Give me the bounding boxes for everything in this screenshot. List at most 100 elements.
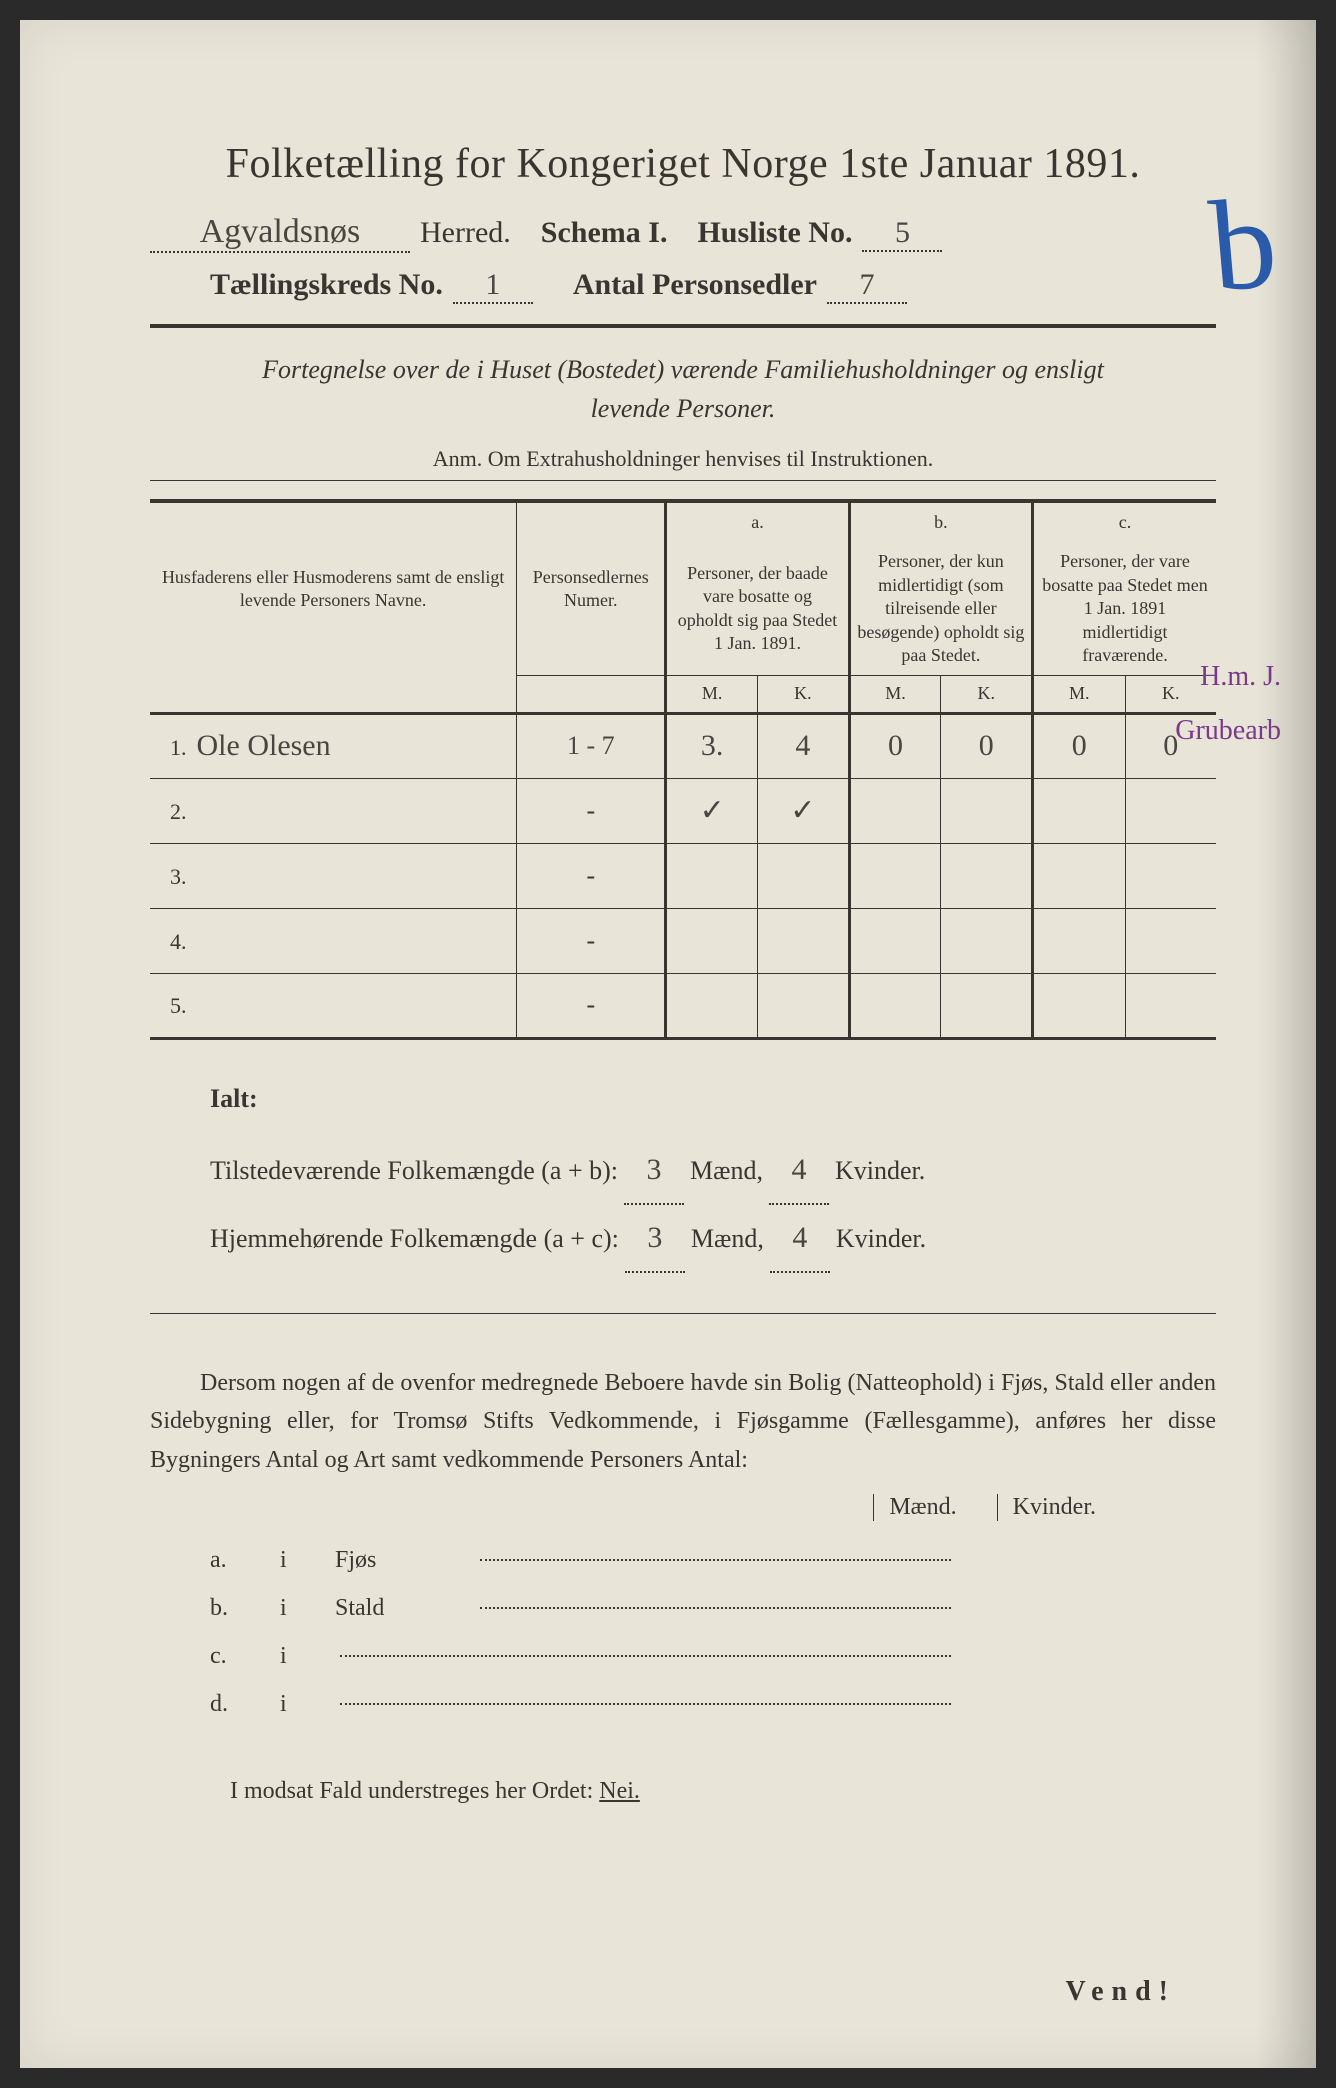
- dots: [480, 1559, 951, 1561]
- census-form-page: b Folketælling for Kongeriget Norge 1ste…: [20, 20, 1316, 2068]
- cell: 0: [1034, 715, 1125, 778]
- nei-pre: I modsat Fald understreges her Ordet:: [230, 1778, 599, 1804]
- row-num: 2.: [170, 799, 187, 824]
- b-k: K.: [941, 676, 1031, 711]
- cell: 3.: [667, 715, 758, 778]
- line1-k: 4: [769, 1137, 829, 1205]
- nei-line: I modsat Fald understreges her Ordet: Ne…: [150, 1778, 1216, 1805]
- vend-label: Vend!: [1065, 1976, 1176, 2008]
- census-table: Husfaderens eller Husmoderens samt de en…: [150, 499, 1216, 1040]
- table-header-row-3: M. K. M. K. M. K.: [150, 676, 1216, 713]
- mk-column-header: Mænd. Kvinder.: [150, 1494, 1216, 1521]
- dots: [340, 1655, 951, 1657]
- rule-1: [150, 324, 1216, 328]
- totals-section: Ialt: Tilstedeværende Folkemængde (a + b…: [150, 1070, 1216, 1273]
- personsedler-label: Antal Personsedler: [573, 268, 817, 302]
- cell-numer: -: [517, 778, 666, 843]
- col-header-name: Husfaderens eller Husmoderens samt de en…: [150, 501, 517, 676]
- husliste-value: 5: [862, 216, 942, 252]
- col-desc-b: Personer, der kun midlertidigt (som tilr…: [849, 542, 1032, 675]
- kvinder-label: Kvinder.: [835, 1142, 925, 1199]
- line1-label: Tilstedeværende Folkemængde (a + b):: [210, 1142, 618, 1199]
- dots: [480, 1607, 951, 1609]
- personsedler-value: 7: [827, 268, 907, 304]
- totals-row-2: Hjemmehørende Folkemængde (a + c): 3 Mæn…: [210, 1205, 1216, 1273]
- ob-name: Stald: [335, 1584, 475, 1632]
- nei-word: Nei.: [599, 1778, 640, 1804]
- form-title: Folketælling for Kongeriget Norge 1ste J…: [150, 140, 1216, 188]
- cell-numer: -: [517, 973, 666, 1038]
- husliste-label: Husliste No.: [697, 216, 852, 250]
- outbuilding-row: b. i Stald: [210, 1584, 1216, 1632]
- mk-a: M. K.: [666, 676, 849, 713]
- desc-line-2: levende Personer.: [591, 394, 776, 423]
- table-row: 2. - ✓✓: [150, 778, 1216, 843]
- line1-m: 3: [624, 1137, 684, 1205]
- herred-value: Agvaldsnøs: [150, 213, 410, 253]
- anm-note: Anm. Om Extrahusholdninger henvises til …: [150, 446, 1216, 472]
- ialt-label: Ialt:: [210, 1070, 1216, 1127]
- outbuilding-row: d. i: [210, 1680, 1216, 1728]
- outbuilding-list: a. i Fjøs b. i Stald c. i d. i: [150, 1536, 1216, 1728]
- header-line-1: Agvaldsnøs Herred. Schema I. Husliste No…: [150, 213, 1216, 253]
- blue-annotation: b: [1205, 167, 1283, 322]
- tellingskreds-label: Tællingskreds No.: [210, 268, 443, 302]
- table-row: 5. -: [150, 973, 1216, 1038]
- maend-label: Mænd,: [691, 1210, 764, 1267]
- totals-row-1: Tilstedeværende Folkemængde (a + b): 3 M…: [210, 1137, 1216, 1205]
- table-header-row-1: Husfaderens eller Husmoderens samt de en…: [150, 501, 1216, 542]
- a-k: K.: [758, 676, 848, 711]
- margin-note-2: Grubearb: [1175, 714, 1281, 748]
- ob-letter: d.: [210, 1680, 280, 1728]
- herred-label: Herred.: [420, 216, 511, 250]
- col-letter-a: a.: [666, 501, 849, 542]
- row-num: 4.: [170, 929, 187, 954]
- ob-letter: a.: [210, 1536, 280, 1584]
- row-num: 5.: [170, 993, 187, 1018]
- margin-note-1: H.m. J.: [1200, 660, 1281, 694]
- col-letter-b: b.: [849, 501, 1032, 542]
- cell-numer: -: [517, 908, 666, 973]
- header-line-2: Tællingskreds No. 1 Antal Personsedler 7: [150, 268, 1216, 304]
- ob-i: i: [280, 1680, 335, 1728]
- maend-label: Mænd,: [690, 1142, 763, 1199]
- ob-letter: b.: [210, 1584, 280, 1632]
- kvinder-col: Kvinder.: [997, 1494, 1096, 1521]
- col-letter-c: c.: [1033, 501, 1216, 542]
- dots: [340, 1703, 951, 1705]
- desc-line-1: Fortegnelse over de i Huset (Bostedet) v…: [262, 355, 1104, 384]
- ob-name: Fjøs: [335, 1536, 475, 1584]
- ob-i: i: [280, 1536, 335, 1584]
- mk-b: M. K.: [849, 676, 1032, 713]
- cell: 4: [758, 715, 848, 778]
- form-description: Fortegnelse over de i Huset (Bostedet) v…: [150, 350, 1216, 428]
- kvinder-label: Kvinder.: [836, 1210, 926, 1267]
- line2-m: 3: [625, 1205, 685, 1273]
- ob-letter: c.: [210, 1632, 280, 1680]
- schema-label: Schema I.: [541, 216, 668, 250]
- outbuilding-row: a. i Fjøs: [210, 1536, 1216, 1584]
- row-name: Ole Olesen: [197, 729, 331, 762]
- a-m: M.: [667, 676, 758, 711]
- table-row: 4. -: [150, 908, 1216, 973]
- outbuilding-row: c. i: [210, 1632, 1216, 1680]
- table-row: 1.Ole Olesen 1 - 7 3.4 00 00: [150, 713, 1216, 778]
- col-desc-a: Personer, der baade vare bosatte og opho…: [666, 542, 849, 675]
- row-num: 1.: [170, 735, 187, 760]
- row-num: 3.: [170, 864, 187, 889]
- table-row: 3. -: [150, 843, 1216, 908]
- cell: 0: [941, 715, 1031, 778]
- rule-2: [150, 480, 1216, 481]
- b-m: M.: [851, 676, 942, 711]
- line2-k: 4: [770, 1205, 830, 1273]
- col-desc-c: Personer, der vare bosatte paa Stedet me…: [1033, 542, 1216, 675]
- maend-col: Mænd.: [873, 1494, 956, 1521]
- cell: 0: [851, 715, 942, 778]
- col-header-numer: Personsedlernes Numer.: [517, 501, 666, 676]
- instructions-paragraph: Dersom nogen af de ovenfor medregnede Be…: [150, 1364, 1216, 1479]
- cell-numer: -: [517, 843, 666, 908]
- mk-c: M. K.: [1033, 676, 1216, 713]
- c-m: M.: [1034, 676, 1125, 711]
- tellingskreds-value: 1: [453, 268, 533, 304]
- rule-3: [150, 1313, 1216, 1314]
